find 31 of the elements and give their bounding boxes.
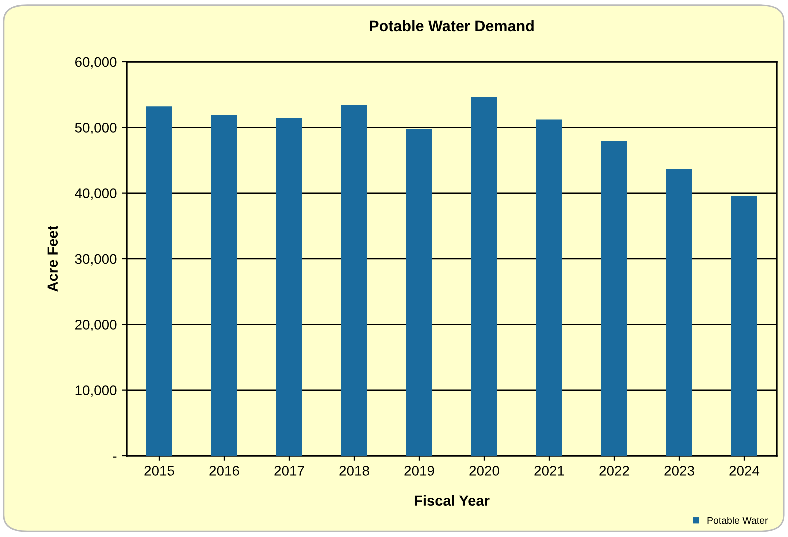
x-tick-label: 2015 <box>144 466 174 476</box>
x-tick-label: 2022 <box>600 466 630 476</box>
x-tick-label: 2017 <box>274 466 304 476</box>
bar <box>212 115 238 456</box>
x-tick-label: 2021 <box>534 466 564 476</box>
y-tick-label: 10,000 <box>76 386 117 398</box>
bar <box>342 105 368 456</box>
x-tick-label: 2016 <box>210 466 240 476</box>
bar <box>146 106 172 456</box>
bar <box>536 120 562 456</box>
x-tick-label: 2020 <box>470 466 500 476</box>
bar <box>276 118 302 456</box>
chart-title: Potable Water Demand <box>370 20 534 32</box>
x-tick-label: 2019 <box>404 466 434 476</box>
y-tick-label: 50,000 <box>75 123 117 134</box>
x-tick-label: 2023 <box>664 466 694 476</box>
y-tick-label: - <box>113 456 117 458</box>
y-axis-title: Acre Feet <box>48 226 58 292</box>
y-tick-label: 30,000 <box>75 254 117 266</box>
x-axis-title: Fiscal Year <box>414 495 490 506</box>
bar <box>472 97 498 456</box>
bar <box>602 141 628 456</box>
bar <box>666 169 692 456</box>
bar <box>406 128 432 456</box>
x-tick-label: 2018 <box>340 466 370 476</box>
legend-label: Potable Water <box>708 516 768 524</box>
bar <box>732 196 758 456</box>
x-tick-label: 2024 <box>730 466 760 476</box>
y-tick-label: 20,000 <box>76 320 117 332</box>
y-tick-label: 40,000 <box>75 188 117 200</box>
y-tick-label: 60,000 <box>76 57 117 69</box>
